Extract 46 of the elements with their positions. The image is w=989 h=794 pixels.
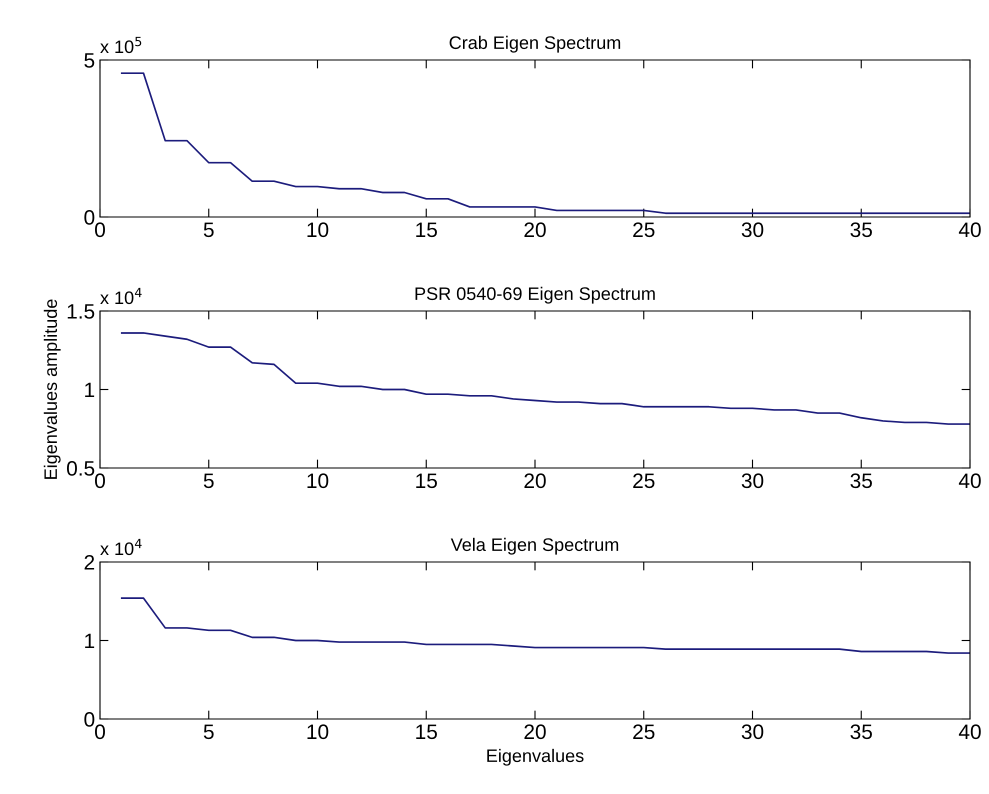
x-tick-label: 25 (633, 473, 654, 488)
y-tick-label: 0 (84, 712, 94, 727)
y-tick-label: 5 (84, 53, 94, 68)
y-tick-label: 2 (84, 555, 94, 570)
y-tick-label: 0.5 (66, 461, 94, 476)
text: x 10$^{4}$ (100, 288, 142, 304)
chart-title: PSR 0540-69 Eigen Spectrum (416, 286, 655, 304)
line-series (120, 72, 970, 214)
chart-title: Vela Eigen Spectrum (450, 538, 618, 555)
x-tick-label: 0 (95, 473, 105, 488)
x-tick-label: 40 (958, 724, 981, 740)
x-tick-label: 10 (308, 473, 328, 488)
y-tick-label: 1 (85, 634, 94, 648)
x-tick-label: 5 (204, 724, 214, 740)
x-tick-label: 40 (958, 222, 981, 238)
x-tick-label: 30 (742, 724, 764, 740)
x-tick-label: 20 (524, 473, 546, 488)
x-tick-label: 40 (958, 473, 981, 488)
x-tick-label: 5 (204, 222, 214, 238)
x-tick-label: 15 (416, 724, 437, 740)
chart-title: Crab Eigen Spectrum (450, 36, 620, 53)
x-tick-label: 10 (308, 724, 328, 740)
y-axis-title: Eigenvalues amplitude (44, 299, 61, 479)
x-tick-label: 35 (850, 724, 872, 740)
x-tick-label: 25 (633, 724, 654, 740)
x-tick-label: 0 (95, 222, 105, 238)
x-tick-label: 5 (204, 474, 214, 488)
x-axis-title: Eigenvalues (487, 748, 584, 766)
x-tick-label: 25 (633, 222, 654, 238)
x-tick-label: 30 (742, 222, 764, 238)
text: x 10$^{4}$ (100, 538, 142, 556)
x-tick-label: 35 (850, 222, 872, 238)
line-series (120, 332, 970, 425)
y-tick-label: 1 (85, 382, 94, 398)
text: x 10$^{5}$ (100, 36, 142, 54)
x-tick-label: 20 (524, 222, 546, 238)
line-series (120, 597, 970, 654)
x-tick-label: 15 (416, 222, 437, 238)
y-tick-label: 1.5 (68, 304, 94, 319)
x-tick-label: 15 (416, 474, 437, 488)
x-tick-label: 20 (524, 724, 546, 740)
y-tick-label: 0 (84, 210, 94, 225)
x-tick-label: 35 (850, 473, 872, 488)
x-tick-label: 0 (95, 724, 105, 740)
x-tick-label: 30 (742, 473, 764, 488)
x-tick-label: 10 (308, 222, 328, 238)
